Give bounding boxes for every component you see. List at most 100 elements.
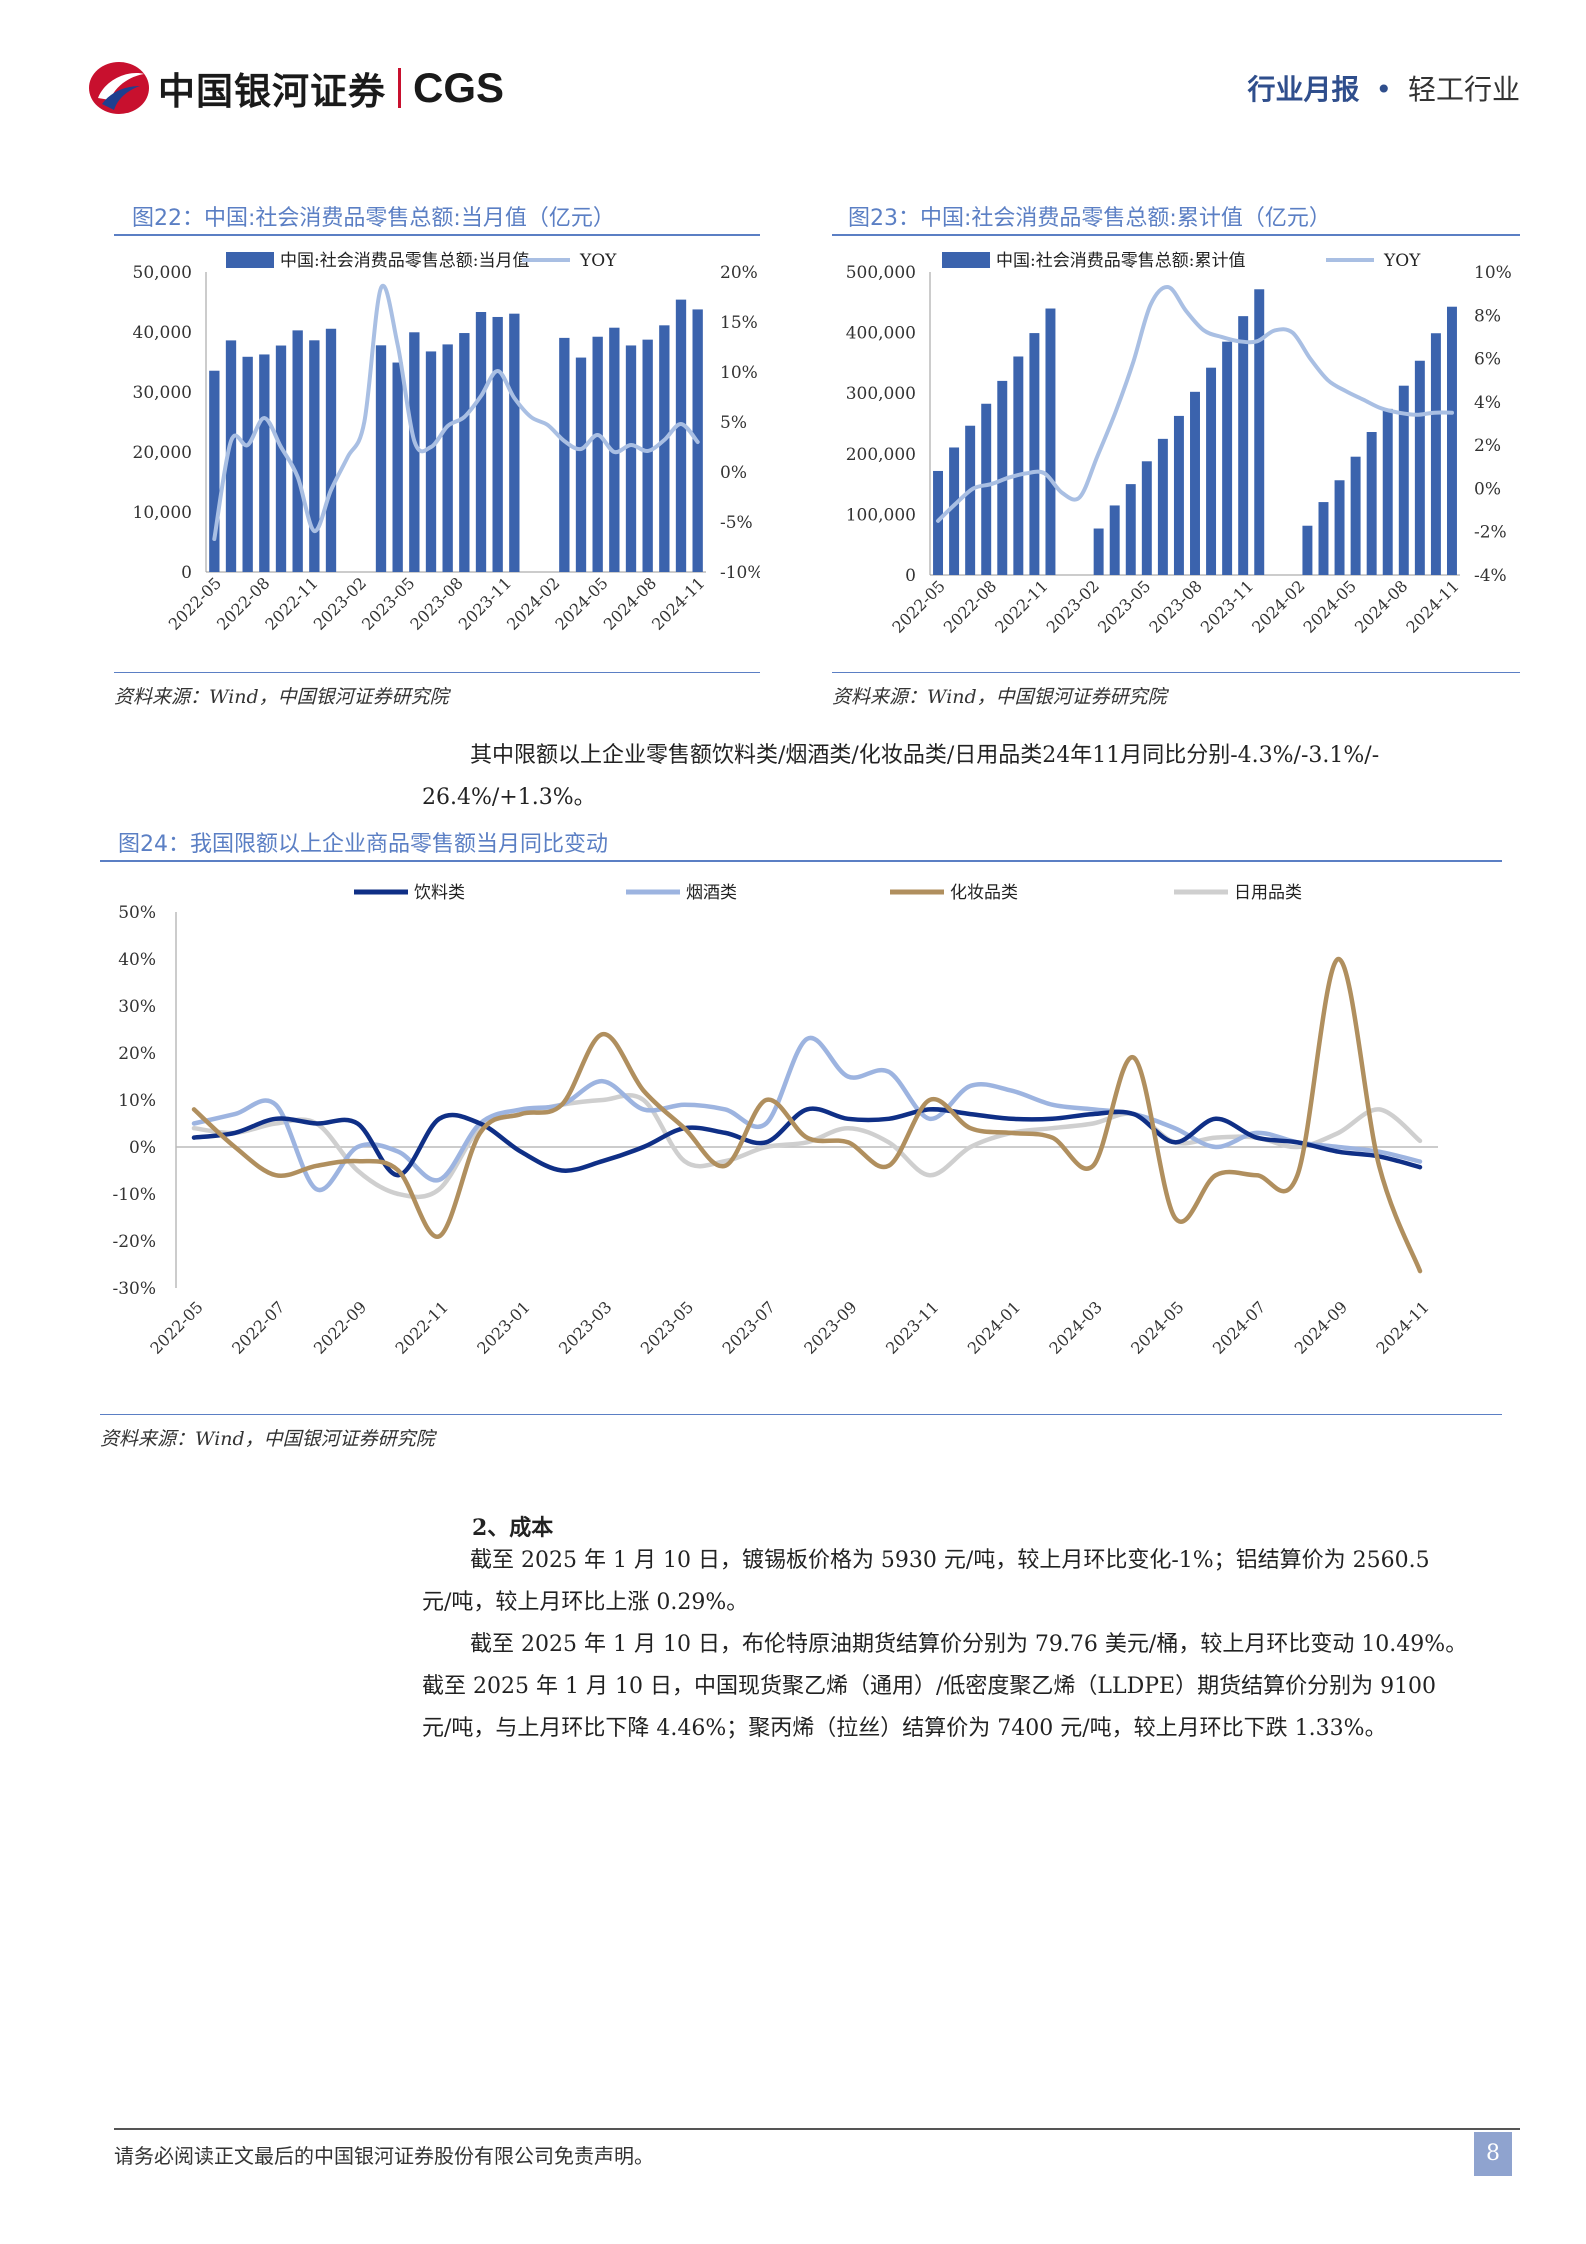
bar — [981, 403, 992, 575]
logo-text-en: CGS — [413, 64, 505, 111]
series-line — [191, 956, 1423, 1274]
x-tick-label: 2023-02 — [1043, 576, 1103, 636]
para-cost-2-cont2: 元/吨，与上月环比下降 4.46%；聚丙烯（拉丝）结算价为 7400 元/吨，较… — [422, 1716, 1387, 1741]
x-tick-label: 2024-07 — [1209, 1297, 1269, 1357]
legend: 中国:社会消费品零售总额:当月值 YOY — [226, 251, 617, 271]
bar — [933, 470, 944, 575]
y-left-tick-label: 300,000 — [846, 384, 916, 404]
report-type: 行业月报 — [1247, 73, 1360, 106]
x-tick-label: 2022-05 — [888, 576, 948, 636]
y-left-tick-label: 30,000 — [133, 383, 192, 403]
y-right-tick-label: 2% — [1474, 436, 1501, 456]
bar — [1334, 480, 1345, 575]
bar — [459, 333, 470, 572]
bar — [949, 447, 960, 575]
fig23-bottom-rule — [832, 672, 1520, 673]
bar — [325, 328, 337, 572]
x-tick-label: 2024-05 — [1127, 1297, 1187, 1357]
bar — [259, 354, 270, 572]
y-right-tick-label: 0% — [1474, 479, 1501, 499]
fig23-source: 资料来源：Wind，中国银河证券研究院 — [832, 686, 1167, 708]
y-right-tick-label: -2% — [1474, 523, 1507, 543]
fig24-top-rule — [100, 860, 1502, 862]
y-right-tick-label: 20% — [720, 263, 758, 283]
bar — [592, 336, 603, 572]
y-left-tick-label: 50,000 — [133, 263, 192, 283]
para-retail-categories: 其中限额以上企业零售额饮料类/烟酒类/化妆品类/日用品类24年11月同比分别-4… — [422, 735, 1520, 777]
bar — [559, 337, 570, 572]
y-right-tick-label: 0% — [720, 463, 747, 483]
bar — [675, 299, 687, 572]
bar — [1141, 461, 1152, 575]
bar — [209, 370, 220, 572]
x-tick-label: 2024-01 — [964, 1297, 1024, 1357]
fig24-source: 资料来源：Wind，中国银河证券研究院 — [100, 1428, 435, 1450]
para-line: 截至 2025 年 1 月 10 日，镀锡板价格为 5930 元/吨，较上月环比… — [470, 1548, 1430, 1573]
yoy-line — [936, 285, 1454, 523]
y-left-tick-label: 10,000 — [133, 503, 192, 523]
bar — [1190, 391, 1200, 575]
legend-label: 饮料类 — [414, 883, 465, 903]
bar — [392, 362, 403, 572]
x-tick-label: 2024-08 — [1351, 576, 1411, 636]
series-line — [191, 1106, 1423, 1178]
legend: 中国:社会消费品零售总额:累计值 YOY — [942, 251, 1421, 271]
x-tick-label: 2023-07 — [719, 1297, 779, 1357]
bar — [275, 345, 287, 572]
fig22-chart: 0 10,000 20,000 30,000 40,000 50,000 -10% -5% 0%… — [133, 251, 760, 634]
y-right-tick-label: 6% — [1474, 350, 1501, 370]
para-cost-1-cont: 元/吨，较上月环比上涨 0.29%。 — [422, 1590, 749, 1615]
bar — [1045, 308, 1056, 575]
y-left-tick-label: 100,000 — [846, 505, 916, 525]
header-separator: • — [1375, 73, 1392, 106]
page-header: 中国银河证券 CGS 行业月报 • 轻工行业 — [88, 58, 1520, 118]
legend: 饮料类 烟酒类 化妆品类 日用品类 — [354, 883, 1302, 903]
y-tick-label: -30% — [112, 1279, 156, 1299]
bar — [659, 325, 670, 572]
company-logo: 中国银河证券 CGS — [88, 58, 504, 118]
bar — [375, 345, 387, 572]
x-tick-label: 2022-11 — [991, 576, 1051, 636]
bar — [475, 312, 487, 572]
bar — [1109, 505, 1120, 575]
section-title-cost: 2、成本 — [472, 1515, 554, 1541]
para-retail-categories-cont: 26.4%/+1.3%。 — [422, 785, 596, 810]
fig23-chart: 0 100,000 200,000 300,000 400,000 500,000 -4% -… — [846, 251, 1512, 637]
y-right-tick-label: 10% — [1474, 263, 1512, 283]
x-tick-label: 2022-09 — [310, 1297, 370, 1357]
fig22-top-rule — [114, 234, 760, 236]
x-tick-label: 2024-11 — [648, 573, 708, 633]
x-tick-label: 2022-05 — [146, 1297, 206, 1357]
bar — [1414, 360, 1425, 575]
bar — [309, 340, 320, 572]
x-tick-label: 2023-05 — [1094, 576, 1154, 636]
legend-swatch-bar — [942, 252, 990, 268]
y-right-tick-label: 10% — [720, 363, 758, 383]
y-left-tick-label: 40,000 — [133, 323, 192, 343]
bar — [965, 425, 976, 575]
fig24-title: 图24：我国限额以上企业商品零售额当月同比变动 — [118, 832, 608, 857]
bar — [1238, 316, 1249, 575]
bar — [442, 344, 453, 572]
y-tick-label: 40% — [118, 950, 156, 970]
bar — [1013, 356, 1024, 575]
y-left-tick-label: 0 — [181, 563, 192, 583]
bar — [1254, 289, 1265, 575]
y-tick-label: -10% — [112, 1185, 156, 1205]
bar — [1222, 341, 1233, 575]
x-tick-label: 2022-11 — [392, 1297, 452, 1357]
bar — [575, 357, 587, 572]
y-left-tick-label: 400,000 — [846, 324, 916, 344]
legend-swatch-bar — [226, 252, 274, 268]
para-cost-2-cont: 截至 2025 年 1 月 10 日，中国现货聚乙烯（通用）/低密度聚乙烯（LL… — [422, 1674, 1437, 1699]
bar — [1318, 502, 1329, 575]
x-tick-label: 2024-09 — [1291, 1297, 1351, 1357]
x-tick-label: 2024-11 — [1402, 576, 1462, 636]
bar — [225, 340, 237, 572]
x-tick-label: 2023-09 — [800, 1297, 860, 1357]
series-line — [191, 1093, 1423, 1200]
x-tick-label: 2023-11 — [1197, 576, 1257, 636]
y-tick-label: 50% — [118, 903, 156, 923]
bar — [409, 332, 420, 572]
bar — [1350, 456, 1361, 575]
